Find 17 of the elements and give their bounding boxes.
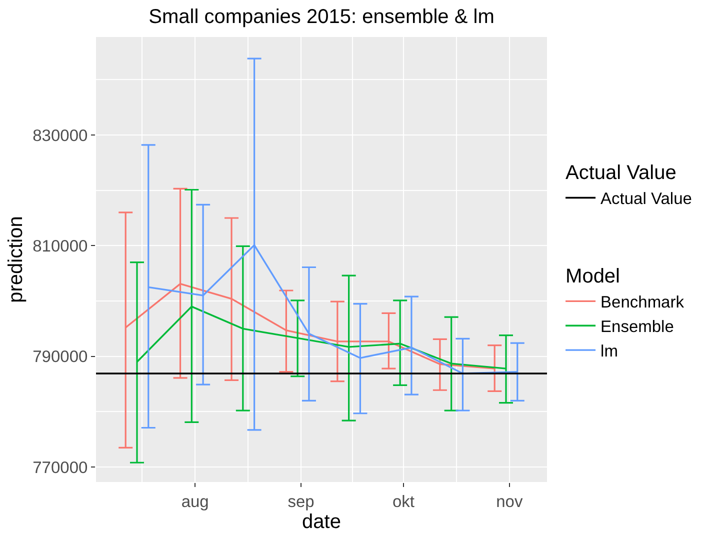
- legend-title: Model: [566, 265, 620, 288]
- legend-label: Benchmark: [600, 294, 685, 312]
- x-tick-label: nov: [496, 492, 524, 511]
- y-tick-label: 830000: [32, 126, 88, 145]
- y-tick-label: 810000: [32, 237, 88, 256]
- legend-label: lm: [600, 342, 618, 361]
- x-tick-label: sep: [288, 492, 314, 511]
- chart-title: Small companies 2015: ensemble & lm: [148, 6, 494, 28]
- y-axis-title: prediction: [5, 216, 28, 303]
- legend-label: Actual Value: [600, 190, 692, 208]
- x-axis-title: date: [302, 510, 341, 533]
- y-tick-label: 790000: [32, 348, 88, 366]
- x-tick-label: aug: [181, 492, 209, 511]
- y-tick-label: 770000: [32, 458, 88, 477]
- legend-label: Ensemble: [600, 318, 674, 336]
- x-tick-label: okt: [392, 492, 415, 511]
- text: Actual Value: [566, 162, 676, 184]
